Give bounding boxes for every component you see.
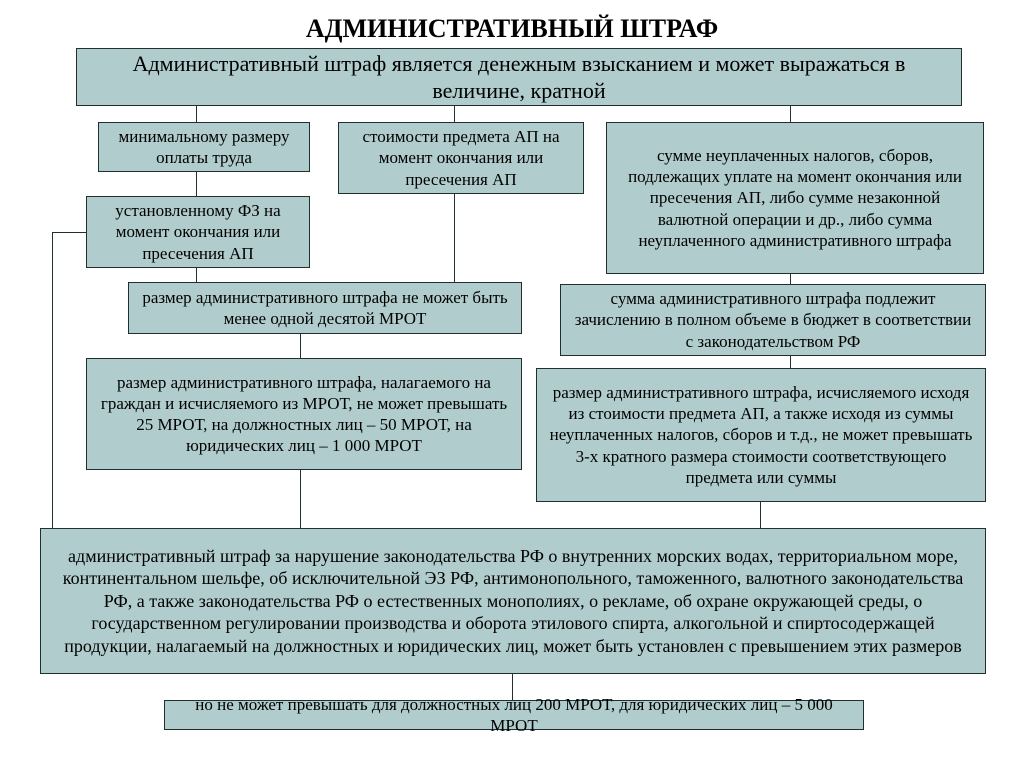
connector: [300, 334, 301, 358]
connector: [52, 232, 86, 233]
left-sub-3: размер административного штрафа, налагае…: [86, 358, 522, 470]
row2-col2: стоимости предмета АП на момент окончани…: [338, 122, 584, 194]
connector: [790, 106, 791, 122]
row2-col1: минимальному размеру оплаты труда: [98, 122, 310, 172]
connector: [196, 268, 197, 282]
connector: [760, 502, 761, 528]
connector: [790, 274, 791, 284]
connector: [454, 194, 455, 282]
connector: [300, 470, 301, 528]
main-box: Административный штраф является денежным…: [76, 48, 962, 106]
bottom-small: но не может превышать для должностных ли…: [164, 700, 864, 730]
row2-col3: сумме неуплаченных налогов, сборов, подл…: [606, 122, 984, 274]
left-sub-2: размер административного штрафа не может…: [128, 282, 522, 334]
connector: [196, 172, 197, 196]
left-sub-1: установленному ФЗ на момент окончания ил…: [86, 196, 310, 268]
connector: [790, 356, 791, 368]
connector: [454, 106, 455, 122]
diagram-title: АДМИНИСТРАТИВНЫЙ ШТРАФ: [0, 14, 1024, 44]
connector: [52, 232, 53, 578]
right-sub-1: сумма административного штрафа подлежит …: [560, 284, 986, 356]
connector: [196, 106, 197, 122]
bottom-big: административный штраф за нарушение зако…: [40, 528, 986, 674]
right-sub-2: размер административного штрафа, исчисля…: [536, 368, 986, 502]
